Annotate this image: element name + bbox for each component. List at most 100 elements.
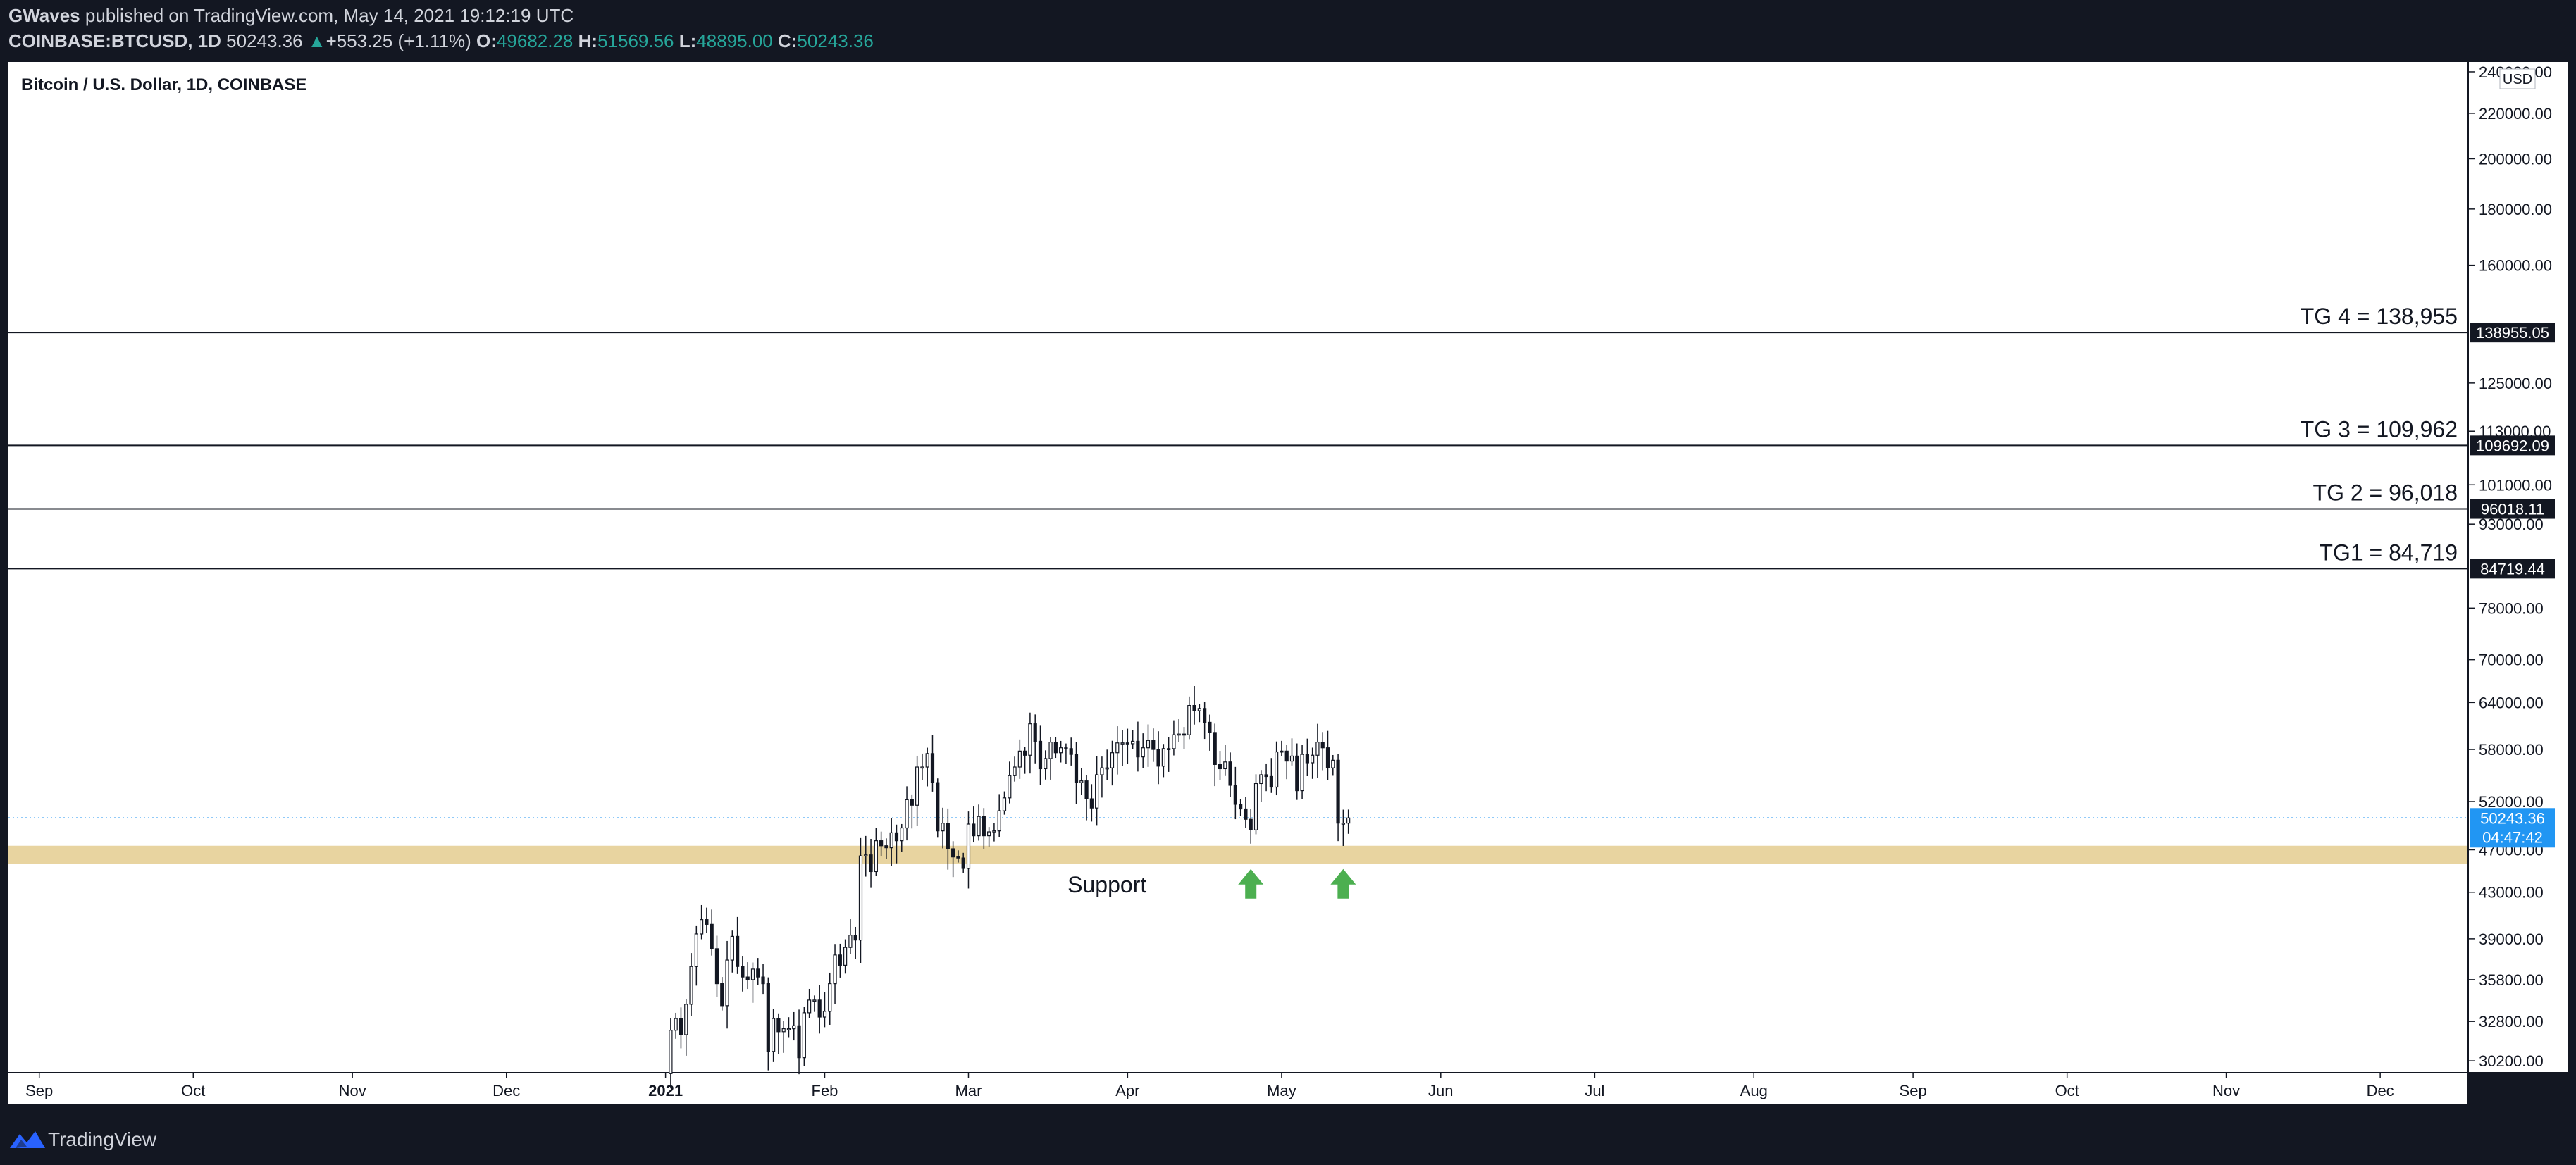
tradingview-logo-icon[interactable] [8, 1127, 47, 1151]
candle-body [869, 854, 873, 873]
candle-body [1311, 754, 1315, 764]
candle-body [1275, 751, 1279, 788]
candle-body [1233, 785, 1237, 805]
candle-body [689, 966, 693, 1005]
publish-line: GWaves published on TradingView.com, May… [8, 3, 574, 28]
candle-body [1187, 704, 1191, 735]
candle-body [1120, 742, 1125, 745]
candle-body [1146, 740, 1151, 749]
candle-body [1095, 774, 1099, 809]
candle-body [766, 983, 770, 1052]
candle-body [1197, 708, 1201, 711]
time-tick-label: Sep [1900, 1082, 1927, 1099]
candle-body [905, 799, 909, 829]
candle-body [1089, 798, 1094, 809]
time-tick-label: Apr [1115, 1082, 1139, 1099]
price-tick-label: 35800.00 [2479, 971, 2544, 989]
chart-title: Bitcoin / U.S. Dollar, 1D, COINBASE [21, 75, 306, 94]
candle-body [1028, 723, 1032, 756]
publish-header: GWaves published on TradingView.com, May… [0, 0, 2576, 62]
time-tick-label: Sep [25, 1082, 53, 1099]
candle-body [669, 1030, 673, 1074]
time-tick-label: Mar [955, 1082, 982, 1099]
target-level-label: TG 3 = 109,962 [2301, 416, 2458, 442]
candle-body [941, 823, 945, 832]
currency-label: USD [2503, 72, 2532, 87]
candle-body [972, 823, 976, 837]
high-label: H: [578, 30, 598, 51]
time-tick-label: Oct [2055, 1082, 2079, 1099]
candle-body [910, 799, 914, 806]
candle-body [884, 845, 888, 849]
candle-body [853, 935, 857, 941]
candle-body [828, 983, 832, 1012]
candle-body [1264, 774, 1268, 778]
time-tick-label: Dec [2367, 1082, 2394, 1099]
price-tick-label: 200000.00 [2479, 150, 2552, 168]
candle-body [894, 832, 899, 842]
candle-body [1141, 747, 1145, 758]
time-tick-label: May [1267, 1082, 1296, 1099]
candle-body [879, 840, 884, 847]
target-level-label: TG 4 = 138,955 [2301, 304, 2458, 329]
candle-body [1182, 733, 1187, 736]
candle-body [1048, 742, 1053, 759]
candle-body [1280, 750, 1284, 753]
price-tick-label: 52000.00 [2479, 793, 2544, 811]
candle-body [1064, 747, 1068, 749]
footer-bar: TradingView [0, 1114, 2576, 1165]
candle-body [812, 999, 817, 1002]
plot-area[interactable] [8, 62, 2467, 1072]
support-label: Support [1067, 872, 1146, 897]
candle-body [951, 848, 955, 858]
candle-body [679, 1018, 683, 1035]
candle-body [982, 816, 986, 837]
candle-body [1331, 759, 1335, 768]
candle-body [761, 976, 765, 985]
open-label: O: [476, 30, 497, 51]
candle-body [1008, 775, 1012, 799]
candle-body [822, 1011, 827, 1018]
candle-body [1208, 721, 1212, 733]
time-tick-label: Dec [493, 1082, 520, 1099]
tradingview-brand[interactable]: TradingView [48, 1128, 157, 1150]
price-tick-label: 43000.00 [2479, 884, 2544, 902]
candle-body [714, 948, 719, 985]
target-level-label: TG 2 = 96,018 [2313, 480, 2458, 506]
candle-body [1346, 817, 1351, 824]
author-name[interactable]: GWaves [8, 5, 80, 26]
candle-body [741, 966, 745, 978]
price-tick-label: 32800.00 [2479, 1013, 2544, 1030]
candle-body [1228, 761, 1232, 786]
price-tick-label: 160000.00 [2479, 257, 2552, 275]
price-tick-label: 220000.00 [2479, 105, 2552, 123]
candle-body [1336, 759, 1340, 824]
candle-body [1203, 708, 1207, 723]
candle-body [930, 753, 935, 783]
last-price: 50243.36 [226, 30, 303, 51]
candle-body [705, 919, 709, 925]
candle-body [858, 855, 863, 941]
candle-body [1100, 767, 1104, 775]
candle-body [1325, 747, 1330, 768]
price-tick-label: 58000.00 [2479, 741, 2544, 759]
ohlc-line: COINBASE:BTCUSD, 1D 50243.36 ▲+553.25 (+… [8, 28, 874, 54]
candle-body [730, 935, 734, 961]
time-axis[interactable] [8, 1073, 2467, 1104]
candle-body [1289, 755, 1294, 762]
candle-body [838, 954, 842, 966]
candle-body [1253, 783, 1258, 830]
candle-body [802, 1012, 806, 1059]
currency-label-box [2499, 68, 2536, 89]
candle-body [1074, 754, 1079, 783]
candle-body [1033, 723, 1037, 742]
candle-body [786, 1028, 791, 1030]
candle-body [745, 976, 750, 980]
candle-body [1223, 761, 1227, 770]
candle-body [874, 840, 878, 873]
price-tick-label: 39000.00 [2479, 930, 2544, 948]
candle-body [1167, 748, 1171, 750]
symbol-label[interactable]: COINBASE:BTCUSD, 1D [8, 30, 221, 51]
candle-body [992, 830, 996, 833]
